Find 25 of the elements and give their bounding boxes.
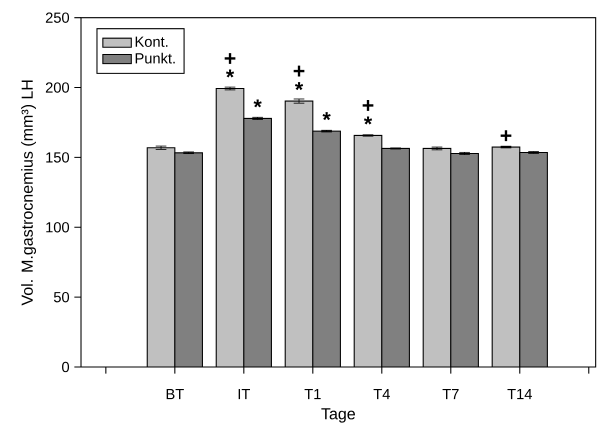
x-tick-label: T14 [507,389,532,400]
annotation: * [322,112,331,120]
annotation: * [364,116,372,124]
annotation: * [226,70,234,78]
y-tick-label: 100 [46,222,70,232]
annotation: * [294,82,304,90]
x-tick-label: T1 [304,389,321,400]
y-tick-label: 250 [46,12,70,23]
x-tick-label: BT [166,389,184,400]
y-tick-label: 150 [46,152,70,163]
x-axis-title: Tage [321,408,355,423]
x-tick-label: IT [238,389,250,400]
annotation: + [224,53,236,64]
y-axis-title: Vol. M.gastrocnemius (mm³) LH [21,80,36,306]
y-tick-label: 200 [46,82,70,93]
legend-label: Punkt. [136,52,175,64]
annotation: * [254,99,262,108]
y-tick-label: 0 [62,362,70,372]
annotation: + [294,66,304,76]
x-tick-label: T4 [374,389,390,400]
y-tick-label: 50 [54,292,70,302]
annotation: + [500,130,512,142]
legend-label: Kont. [136,36,168,47]
annotation: + [362,100,374,111]
x-tick-label: T7 [442,389,459,400]
